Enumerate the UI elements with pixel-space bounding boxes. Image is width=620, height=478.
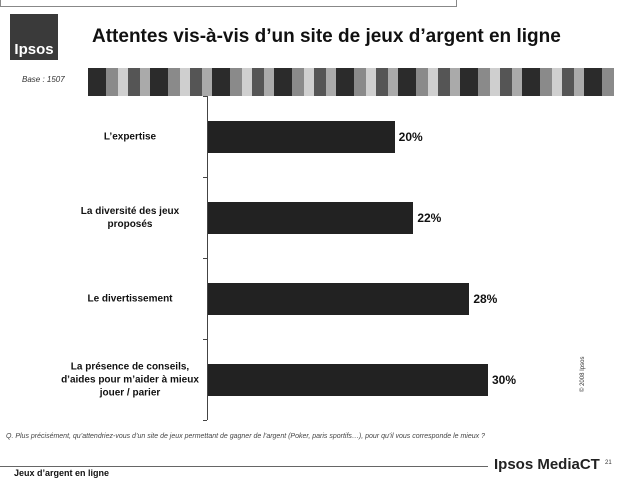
category-label: L’expertise	[60, 130, 200, 143]
axis-tick	[203, 420, 207, 421]
bar	[208, 121, 395, 153]
page-number: 21	[605, 460, 612, 466]
image-strip	[88, 68, 614, 96]
section-label: Jeux d’argent en ligne	[14, 468, 109, 478]
value-label: 22%	[417, 211, 441, 225]
value-label: 30%	[492, 373, 516, 387]
value-label: 28%	[473, 292, 497, 306]
bar	[208, 202, 413, 234]
axis-tick	[203, 258, 207, 259]
axis-tick	[203, 96, 207, 97]
bar	[208, 364, 488, 396]
category-label: Le divertissement	[60, 292, 200, 305]
bar	[208, 283, 469, 315]
axis-tick	[203, 339, 207, 340]
question-text: Q. Plus précisément, qu’attendriez-vous …	[6, 433, 616, 440]
logo: Ipsos	[10, 14, 58, 60]
footer-line	[0, 466, 488, 467]
copyright: © 2008 Ipsos	[580, 357, 586, 392]
brand: Ipsos MediaCT	[494, 456, 600, 473]
category-label: La diversité des jeux proposés	[60, 205, 200, 231]
category-label: La présence de conseils, d’aides pour m’…	[60, 360, 200, 399]
axis-tick	[203, 177, 207, 178]
top-frame	[0, 0, 457, 7]
slide-title: Attentes vis-à-vis d’un site de jeux d’a…	[92, 26, 612, 48]
value-label: 20%	[399, 130, 423, 144]
slide: Ipsos Attentes vis-à-vis d’un site de je…	[0, 0, 620, 478]
base-note: Base : 1507	[22, 75, 65, 84]
